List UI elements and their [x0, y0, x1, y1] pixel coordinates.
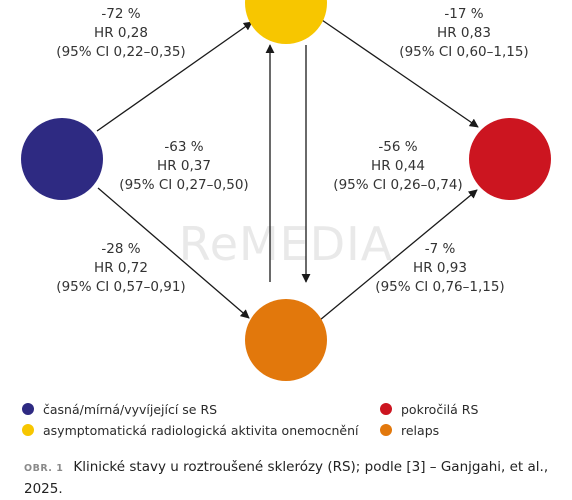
- edge-label-early-to-advanced: -63 % HR 0,37 (95% CI 0,27–0,50): [119, 139, 248, 193]
- arrow-early-to-rias: [96, 21, 253, 132]
- transition-diagram: ReMEDIA -72 % HR 0,28 (95% CI 0,22–0,35)…: [21, 0, 551, 381]
- node-rias: [245, 0, 327, 44]
- change-value: -7 %: [425, 241, 456, 257]
- figure-label: OBR. 1: [24, 463, 64, 474]
- watermark: ReMEDIA: [179, 217, 393, 271]
- legend-dot: [380, 403, 392, 415]
- ci-value: (95% CI 0,26–0,74): [333, 177, 462, 193]
- ci-value: (95% CI 0,76–1,15): [375, 279, 504, 295]
- arrow-rias-to-advanced: [318, 17, 479, 128]
- legend-item-early-ms: časná/mírná/vyvíjející se RS: [22, 399, 217, 419]
- arrow-early-to-relapse: [97, 187, 250, 319]
- node-advanced-ms: [469, 118, 551, 200]
- legend-dot: [22, 403, 34, 415]
- legend-label: asymptomatická radiologická aktivita one…: [43, 422, 359, 438]
- edge-label-early-to-relapse: -28 % HR 0,72 (95% CI 0,57–0,91): [56, 241, 185, 295]
- hr-value: HR 0,37: [157, 158, 211, 174]
- legend-dot: [380, 424, 392, 436]
- edge-label-relapse-to-advanced: -7 % HR 0,93 (95% CI 0,76–1,15): [375, 241, 504, 295]
- change-value: -56 %: [378, 139, 417, 155]
- legend-item-relapse: relaps: [380, 420, 439, 440]
- node-relapse: [245, 299, 327, 381]
- hr-value: HR 0,28: [94, 25, 148, 41]
- edge-label-early-to-rias: -72 % HR 0,28 (95% CI 0,22–0,35): [56, 6, 185, 60]
- hr-value: HR 0,44: [371, 158, 425, 174]
- legend-item-advanced-ms: pokročilá RS: [380, 399, 478, 419]
- ci-value: (95% CI 0,60–1,15): [399, 44, 528, 60]
- hr-value: HR 0,83: [437, 25, 491, 41]
- legend-label: pokročilá RS: [401, 401, 479, 417]
- edge-label-rias-relapse: -56 % HR 0,44 (95% CI 0,26–0,74): [333, 139, 462, 193]
- change-value: -63 %: [164, 139, 203, 155]
- legend-label: relaps: [401, 422, 440, 438]
- change-value: -28 %: [101, 241, 140, 257]
- ci-value: (95% CI 0,57–0,91): [56, 279, 185, 295]
- legend-item-rias: asymptomatická radiologická aktivita one…: [22, 420, 359, 440]
- legend-dot: [22, 424, 34, 436]
- ci-value: (95% CI 0,22–0,35): [56, 44, 185, 60]
- change-value: -72 %: [101, 6, 140, 22]
- hr-value: HR 0,93: [413, 260, 467, 276]
- figure-caption: OBR. 1 Klinické stavy u roztroušené skler…: [24, 457, 564, 499]
- arrow-relapse-to-advanced: [319, 189, 478, 321]
- change-value: -17 %: [444, 6, 483, 22]
- caption-text: Klinické stavy u roztroušené sklerózy (R…: [24, 459, 549, 497]
- legend-label: časná/mírná/vyvíjející se RS: [43, 401, 218, 417]
- node-early-ms: [21, 118, 103, 200]
- edge-label-rias-to-advanced: -17 % HR 0,83 (95% CI 0,60–1,15): [399, 6, 528, 60]
- hr-value: HR 0,72: [94, 260, 148, 276]
- ci-value: (95% CI 0,27–0,50): [119, 177, 248, 193]
